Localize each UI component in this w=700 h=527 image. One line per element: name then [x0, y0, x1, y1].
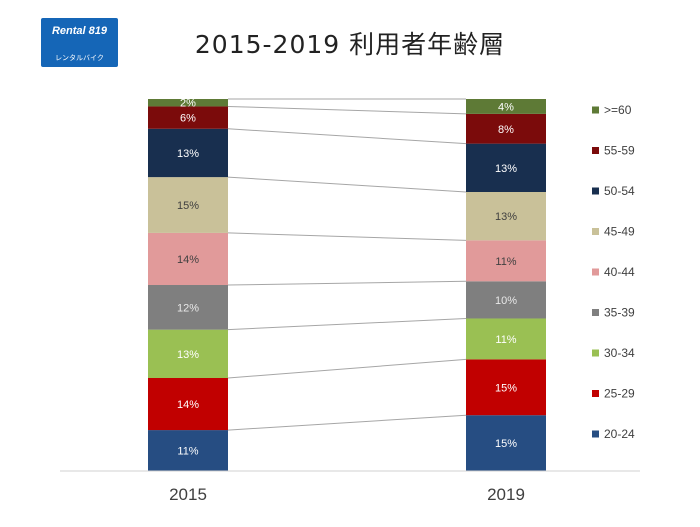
- connector-line: [227, 176, 467, 193]
- bar-segment: [148, 177, 228, 233]
- x-tick-label: 2019: [487, 485, 525, 504]
- bar-segment: [148, 329, 228, 378]
- bar-segment: [466, 240, 546, 282]
- data-label: 10%: [495, 295, 517, 307]
- legend-label: >=60: [604, 103, 632, 117]
- data-label: 15%: [495, 438, 517, 450]
- legend-swatch: [592, 268, 599, 276]
- legend-swatch: [592, 147, 599, 154]
- data-label: 15%: [495, 382, 517, 394]
- connector-line: [227, 232, 467, 241]
- data-label: 13%: [495, 163, 517, 175]
- legend-label: 45-49: [604, 225, 635, 239]
- legend-swatch: [592, 228, 599, 235]
- connector-line: [227, 128, 467, 145]
- legend-swatch: [592, 187, 599, 195]
- legend-label: 20-24: [604, 427, 635, 441]
- legend-label: 25-29: [604, 387, 635, 401]
- legend-label: 55-59: [604, 144, 635, 158]
- bar-segment: [466, 113, 546, 144]
- data-label: 13%: [177, 148, 199, 160]
- bar-segment: [466, 415, 546, 471]
- logo-sub-text: レンタルバイク: [55, 54, 104, 62]
- legend-label: 50-54: [604, 184, 635, 198]
- data-label: 13%: [495, 211, 517, 223]
- connector-line: [227, 280, 467, 286]
- data-label: 15%: [177, 200, 199, 212]
- logo-brand-text: Rental 819: [51, 25, 108, 37]
- data-label: 11%: [495, 256, 516, 268]
- data-label: 14%: [177, 254, 199, 266]
- connector-line: [227, 358, 467, 379]
- bar-segment: [466, 143, 546, 192]
- bar-segment: [148, 285, 228, 330]
- bar-segment: [148, 378, 228, 431]
- connector-line: [227, 317, 467, 331]
- bar-segment: [466, 192, 546, 241]
- connector-line: [227, 414, 467, 431]
- legend-swatch: [592, 349, 599, 357]
- bar-segment: [148, 430, 228, 471]
- data-label: 6%: [180, 113, 196, 125]
- legend-swatch: [592, 309, 599, 316]
- data-label: 14%: [177, 399, 199, 411]
- data-label: 13%: [177, 349, 199, 361]
- connector-line: [227, 105, 467, 115]
- bar-segment: [148, 128, 228, 178]
- connector-lines: [227, 98, 467, 431]
- legend-label: 40-44: [604, 265, 635, 279]
- bar-segment: [148, 232, 228, 285]
- data-label: 8%: [498, 124, 514, 136]
- legend-swatch: [592, 390, 599, 397]
- brand-logo: Rental 819 レンタルバイク: [41, 18, 118, 67]
- legend-label: 35-39: [604, 306, 635, 320]
- bar-segment: [466, 359, 546, 416]
- data-label: 11%: [495, 334, 516, 346]
- chart-title: 2015-2019 利用者年齢層: [194, 30, 506, 59]
- legend: >=60 55-59 50-54 45-49 40-44 35-39 30-34 25-29 2…: [592, 103, 635, 441]
- x-tick-label: 2015: [169, 485, 207, 504]
- legend-label: 30-34: [604, 346, 635, 360]
- bar-segment: [466, 281, 546, 319]
- data-label: 4%: [498, 101, 514, 113]
- legend-swatch: [592, 106, 599, 114]
- bar-segment: [148, 106, 228, 129]
- legend-swatch: [592, 430, 599, 438]
- bar-segment: [466, 99, 546, 114]
- data-label: 11%: [177, 446, 198, 458]
- bar-segment: [148, 99, 228, 107]
- data-label: 12%: [177, 302, 199, 314]
- data-label: 2%: [180, 98, 196, 110]
- bar-segment: [466, 318, 546, 360]
